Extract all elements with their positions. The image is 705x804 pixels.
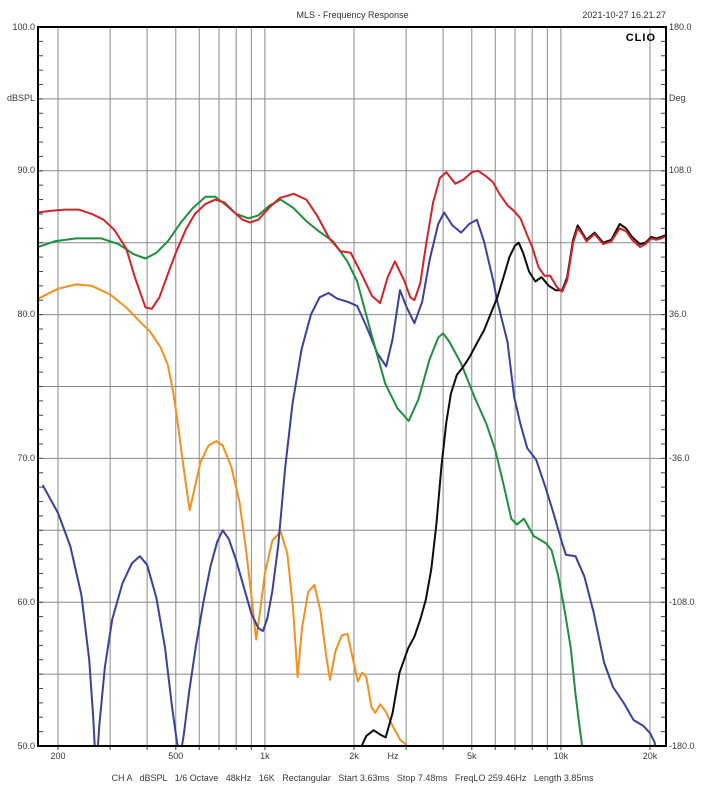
blue-curve	[42, 211, 657, 746]
y-axis-right-label: 36.0	[669, 309, 687, 320]
x-axis-label: 20k	[642, 751, 658, 761]
y-axis-right-label: -180.0	[669, 740, 695, 751]
measurement-settings-bar: CH A dBSPL 1/6 Octave 48kHz 16K Rectangu…	[111, 773, 594, 783]
green-curve	[38, 195, 584, 746]
black-curve	[360, 223, 666, 746]
x-axis-label: 5k	[467, 751, 477, 761]
x-axis-label: 500	[168, 751, 184, 761]
red-curve	[38, 169, 666, 310]
y-axis-right-label: 108.0	[669, 165, 692, 176]
y-axis-left-label: dBSPL	[6, 93, 35, 104]
clio-logo: CLIO	[625, 32, 656, 44]
x-axis-label: Hz	[387, 751, 399, 761]
x-axis-label: 2k	[349, 751, 359, 761]
y-axis-right-label: -36.0	[669, 452, 690, 463]
y-axis-right-label: 180.0	[669, 21, 692, 32]
y-axis-right-label: Deg	[669, 93, 686, 104]
x-axis-label: 1k	[260, 751, 270, 761]
x-axis-label: 200	[50, 751, 66, 761]
orange-curve	[38, 283, 408, 746]
y-axis-left-label: 100.0	[12, 21, 35, 32]
y-axis-left-label: 80.0	[17, 309, 35, 320]
x-axis-label: 10k	[553, 751, 569, 761]
y-axis-left-label: 70.0	[17, 452, 35, 463]
y-axis-left-label: 50.0	[17, 740, 35, 751]
plot-frame	[37, 26, 667, 747]
page-title: MLS - Frequency Response	[296, 10, 409, 20]
measurement-timestamp: 2021-10-27 16.21.27	[582, 10, 666, 20]
y-axis-right-label: -108.0	[669, 596, 695, 607]
y-axis-left-label: 90.0	[17, 165, 35, 176]
y-axis-left-label: 60.0	[17, 596, 35, 607]
